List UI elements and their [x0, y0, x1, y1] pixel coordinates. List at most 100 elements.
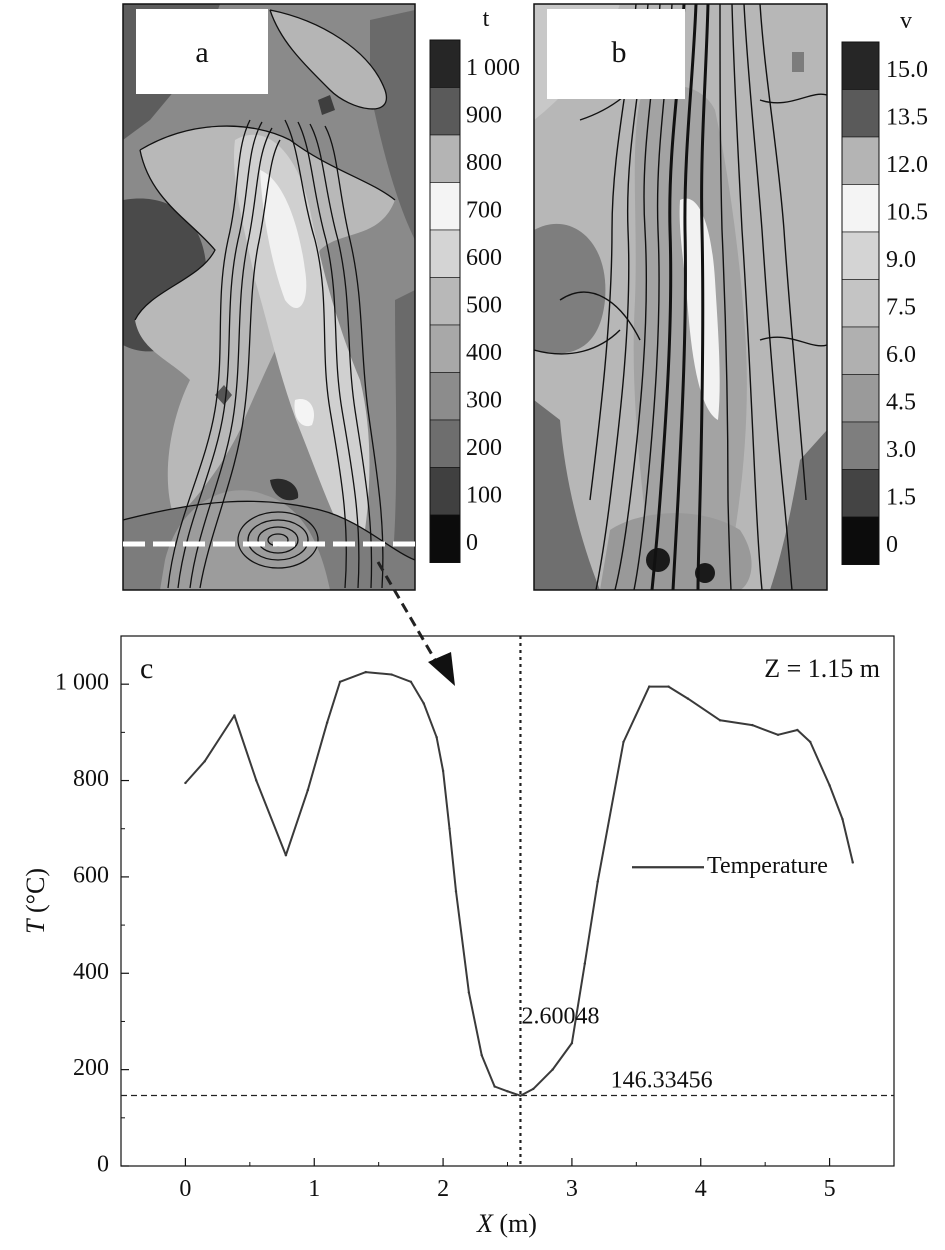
colorbar-a-swatch-10 [429, 514, 461, 563]
colorbar-a-swatch-9 [429, 467, 461, 516]
data-point [828, 784, 831, 787]
data-point [596, 880, 599, 883]
x-tick-label: 1 [308, 1176, 320, 1202]
colorbar-a-swatch-8 [429, 419, 461, 468]
panel-c-label: c [140, 652, 153, 685]
plot-frame [120, 635, 895, 1167]
data-point [809, 740, 812, 744]
data-point [506, 1090, 509, 1093]
colorbar-b-level-label: 1.5 [886, 484, 916, 510]
data-point [686, 697, 690, 700]
data-point [435, 735, 438, 739]
y-axis-title: T (°C) [21, 868, 50, 934]
colorbar-b-swatch-0 [841, 41, 880, 90]
marker-x-value: 2.60048 [521, 1003, 599, 1029]
y-tick-label: 0 [97, 1152, 109, 1178]
data-point [648, 685, 651, 688]
data-point [667, 685, 670, 688]
data-point [454, 890, 458, 893]
data-point [532, 1087, 535, 1091]
x-tick-label: 0 [179, 1176, 191, 1202]
legend-label: Temperature [707, 853, 828, 879]
x-axis-title: X (m) [476, 1209, 537, 1238]
colorbar-a-title: t [483, 6, 490, 32]
data-point [306, 788, 310, 792]
data-point [570, 1041, 574, 1045]
colorbar-b-swatch-1 [841, 89, 880, 138]
colorbar-b-level-label: 9.0 [886, 247, 916, 273]
colorbar-a-level-label: 0 [466, 530, 478, 556]
colorbar-b-swatch-8 [841, 421, 880, 470]
colorbar-b-swatch-7 [841, 374, 880, 423]
data-point [338, 680, 342, 683]
colorbar-a-level-label: 200 [466, 435, 502, 461]
data-point [284, 854, 288, 857]
colorbar-b-level-label: 15.0 [886, 57, 928, 83]
colorbar-b-swatch-5 [841, 279, 880, 328]
colorbar-b: v 15.0 13.5 12.0 10.5 9.0 7.5 6.0 4.5 3.0 1.5 0 [841, 8, 928, 565]
colorbar-b-frame [841, 41, 880, 565]
colorbar-a-swatch-5 [429, 277, 461, 326]
colorbar-a-swatch-7 [429, 372, 461, 421]
colorbar-a-swatch-3 [429, 182, 461, 231]
data-point [622, 740, 625, 744]
data-point [493, 1085, 496, 1088]
colorbar-a-level-label: 600 [466, 245, 502, 271]
colorbar-a-level-label: 900 [466, 102, 502, 128]
colorbar-a-swatch-4 [429, 229, 461, 278]
colorbar-a-swatch-0 [429, 39, 461, 88]
colorbar-a-level-label: 400 [466, 340, 502, 366]
colorbar-b-swatch-2 [841, 136, 880, 185]
data-point [422, 702, 425, 705]
colorbar-a-swatch-2 [429, 134, 461, 183]
y-tick-label: 800 [73, 766, 109, 792]
legend: Temperature [632, 853, 828, 879]
colorbar-b-level-label: 13.5 [886, 104, 928, 130]
data-point [480, 1053, 483, 1057]
y-tick-label: 1 000 [55, 670, 109, 696]
data-point [409, 680, 413, 683]
data-point [255, 779, 258, 782]
data-point [448, 827, 451, 830]
colorbar-a-level-label: 800 [466, 150, 502, 176]
colorbar-b-swatch-9 [841, 469, 880, 518]
data-point [390, 673, 393, 676]
colorbar-b-level-label: 0 [886, 532, 898, 558]
data-point [441, 769, 445, 773]
data-point [718, 719, 722, 722]
colorbar-b-level-label: 6.0 [886, 342, 916, 368]
panel-a-contour-map: a [122, 3, 416, 591]
x-tick-label: 5 [824, 1176, 836, 1202]
data-point [203, 760, 206, 763]
colorbar-b-swatch-6 [841, 326, 880, 375]
data-point [551, 1068, 554, 1071]
z-annotation: Z = 1.15 m [764, 654, 880, 683]
colorbar-b-title: v [900, 8, 912, 34]
data-point [364, 670, 367, 674]
data-point [467, 991, 471, 994]
colorbar-a-level-label: 500 [466, 292, 502, 318]
data-point [184, 781, 187, 785]
panel-a-label: a [195, 36, 208, 69]
colorbar-b-level-label: 4.5 [886, 389, 916, 415]
data-point [519, 1094, 522, 1097]
colorbar-a-level-label: 300 [466, 387, 502, 413]
colorbar-a-level-label: 100 [466, 482, 502, 508]
y-tick-label: 200 [73, 1055, 109, 1081]
colorbar-a-swatch-1 [429, 87, 461, 136]
data-point [583, 962, 586, 965]
data-point [796, 728, 799, 732]
colorbar-b-swatch-10 [841, 516, 880, 565]
data-point [325, 721, 329, 724]
panel-b-contour-map: b [533, 3, 828, 591]
x-tick-label: 2 [437, 1176, 449, 1202]
y-tick-label: 400 [73, 959, 109, 985]
data-point [751, 723, 754, 727]
x-tick-label: 3 [566, 1176, 578, 1202]
x-tick-label: 4 [695, 1176, 707, 1202]
y-tick-label: 600 [73, 862, 109, 888]
colorbar-a-frame [429, 39, 461, 563]
series-line-temperature [184, 671, 854, 1097]
